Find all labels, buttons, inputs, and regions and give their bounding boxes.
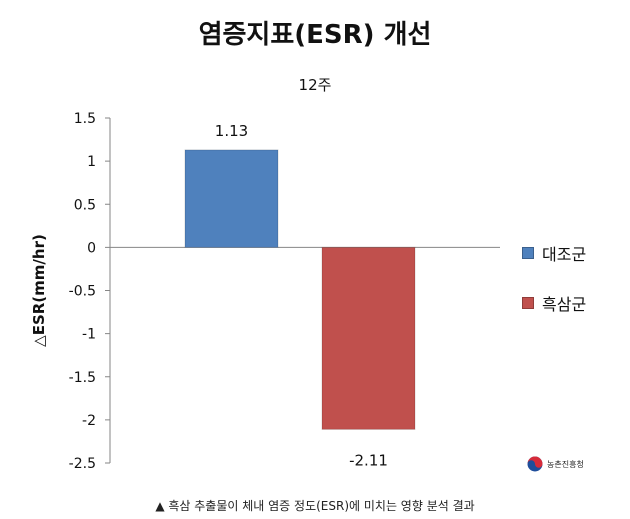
logo-text: 농촌진흥청: [547, 459, 584, 469]
data-label-black-ginseng: -2.11: [349, 451, 388, 469]
chart-subtitle: 12주: [298, 76, 332, 94]
y-tick-label: 0: [87, 240, 96, 256]
y-tick-label: -0.5: [69, 284, 96, 300]
y-tick-label: -2: [82, 413, 96, 429]
legend: 대조군 흑삼군: [522, 242, 586, 342]
legend-swatch-black-ginseng: [522, 297, 534, 309]
y-tick-label: -1: [82, 327, 96, 343]
y-tick-label: 1: [87, 154, 96, 170]
legend-swatch-control: [522, 247, 534, 259]
bar-black-ginseng: [321, 246, 416, 430]
y-axis-label: △ESR(mm/hr): [30, 234, 48, 347]
figure-caption: ▲ 흑삼 추출물이 체내 염증 정도(ESR)에 미치는 영향 분석 결과: [155, 499, 475, 513]
legend-label-control: 대조군: [542, 245, 587, 264]
legend-item-black-ginseng: 흑삼군: [522, 292, 586, 314]
taegeuk-icon: [527, 456, 543, 472]
rda-logo: 농촌진흥청: [527, 456, 584, 472]
y-tick-label: 0.5: [74, 197, 96, 213]
y-tick-label: -2.5: [69, 456, 96, 472]
legend-item-control: 대조군: [522, 242, 586, 264]
chart-title: 염증지표(ESR) 개선: [198, 20, 432, 50]
data-label-control: 1.13: [215, 122, 248, 140]
legend-label-black-ginseng: 흑삼군: [542, 295, 587, 314]
bar-control: [184, 149, 279, 248]
y-tick-label: 1.5: [74, 111, 96, 127]
y-tick-label: -1.5: [69, 370, 96, 386]
